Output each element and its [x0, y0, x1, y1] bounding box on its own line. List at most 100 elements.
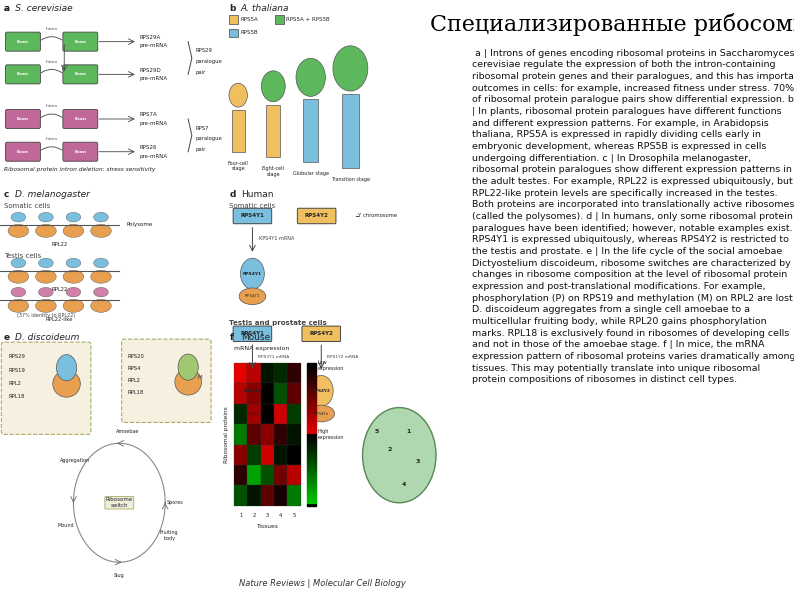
Text: M: M: [198, 375, 202, 380]
Text: Globular stage: Globular stage: [293, 171, 329, 176]
Text: paralogue: paralogue: [195, 136, 222, 142]
Text: D. discoideum: D. discoideum: [14, 333, 79, 342]
Bar: [307, 368, 316, 370]
Ellipse shape: [94, 212, 108, 222]
Text: b: b: [229, 4, 236, 13]
Bar: [307, 451, 316, 453]
Text: pre-mRNA: pre-mRNA: [140, 76, 168, 81]
Bar: [307, 480, 316, 482]
FancyBboxPatch shape: [6, 142, 40, 161]
Text: 5: 5: [374, 429, 379, 434]
FancyBboxPatch shape: [6, 32, 40, 51]
Text: RPS19: RPS19: [8, 368, 25, 372]
Bar: [307, 413, 316, 415]
Bar: [234, 363, 248, 383]
Bar: [307, 425, 316, 427]
Text: RPL22: RPL22: [52, 287, 67, 292]
Text: Y chromosome: Y chromosome: [358, 214, 397, 218]
Text: 3: 3: [266, 513, 269, 518]
Ellipse shape: [8, 224, 29, 237]
Text: RPS4Yz: RPS4Yz: [314, 412, 329, 415]
Bar: [274, 465, 287, 486]
Text: RPS29A: RPS29A: [140, 35, 161, 40]
Bar: [260, 465, 274, 486]
Text: Intron: Intron: [45, 27, 58, 31]
Bar: [307, 418, 316, 420]
Bar: [307, 403, 316, 406]
Text: RPS4Y2: RPS4Y2: [305, 214, 329, 218]
Bar: [307, 380, 316, 382]
FancyBboxPatch shape: [63, 65, 98, 84]
Bar: [274, 486, 287, 506]
FancyBboxPatch shape: [298, 208, 336, 224]
Text: Специализированные рибосомы?: Специализированные рибосомы?: [430, 13, 794, 36]
FancyBboxPatch shape: [6, 109, 40, 129]
Bar: [307, 482, 316, 484]
Ellipse shape: [11, 212, 25, 222]
Text: RF54Y1: RF54Y1: [245, 295, 260, 298]
Ellipse shape: [239, 405, 266, 422]
Bar: [234, 424, 248, 444]
Text: RPS5A: RPS5A: [240, 17, 258, 22]
Bar: [232, 110, 245, 152]
Text: 1: 1: [407, 429, 410, 434]
Bar: [248, 363, 260, 383]
Bar: [307, 363, 316, 365]
Bar: [248, 404, 260, 424]
Ellipse shape: [11, 287, 25, 297]
Circle shape: [229, 83, 248, 107]
Bar: [307, 444, 316, 446]
Text: RPS7: RPS7: [195, 126, 209, 131]
Circle shape: [310, 375, 333, 406]
Bar: [229, 15, 237, 24]
Bar: [287, 363, 301, 383]
Text: Transition stage: Transition stage: [331, 177, 370, 181]
Circle shape: [241, 258, 264, 289]
Bar: [307, 392, 316, 394]
Text: RPS4: RPS4: [128, 367, 141, 371]
Bar: [260, 444, 274, 465]
Text: Mound: Mound: [58, 522, 75, 528]
Text: RPS4Y1: RPS4Y1: [241, 331, 264, 336]
Bar: [260, 486, 274, 506]
Bar: [234, 486, 248, 506]
Bar: [307, 503, 316, 506]
Text: RPL2: RPL2: [128, 378, 141, 383]
Bar: [229, 29, 237, 37]
Bar: [274, 363, 287, 383]
Text: RPS4Y1: RPS4Y1: [243, 272, 262, 275]
Text: Slug: Slug: [114, 573, 125, 578]
Bar: [234, 404, 248, 424]
Bar: [307, 437, 316, 439]
Bar: [287, 465, 301, 486]
FancyBboxPatch shape: [302, 326, 341, 342]
Bar: [307, 406, 316, 408]
Text: d: d: [229, 190, 236, 199]
Text: Fruiting
body: Fruiting body: [160, 530, 179, 541]
Text: 2: 2: [388, 447, 392, 452]
Text: Exon: Exon: [17, 40, 29, 43]
Bar: [307, 401, 316, 403]
Text: Aggregation: Aggregation: [60, 458, 90, 464]
Bar: [307, 489, 316, 491]
Ellipse shape: [36, 224, 56, 237]
Text: a  S. cerevisiae: a S. cerevisiae: [4, 4, 72, 13]
Bar: [307, 411, 316, 413]
Ellipse shape: [39, 258, 53, 268]
Text: D. melanogaster: D. melanogaster: [14, 190, 90, 199]
Text: Exon: Exon: [75, 40, 87, 43]
Text: pair: pair: [195, 147, 206, 152]
FancyBboxPatch shape: [2, 342, 91, 434]
Bar: [248, 486, 260, 506]
Bar: [266, 105, 280, 157]
Ellipse shape: [52, 370, 80, 397]
Ellipse shape: [91, 299, 111, 312]
Text: pair: pair: [195, 70, 206, 75]
Ellipse shape: [94, 258, 108, 268]
Circle shape: [56, 355, 77, 381]
FancyBboxPatch shape: [121, 339, 211, 422]
Text: mRNA expression: mRNA expression: [234, 346, 290, 351]
Bar: [307, 389, 316, 392]
Bar: [307, 453, 316, 456]
Ellipse shape: [91, 270, 111, 283]
